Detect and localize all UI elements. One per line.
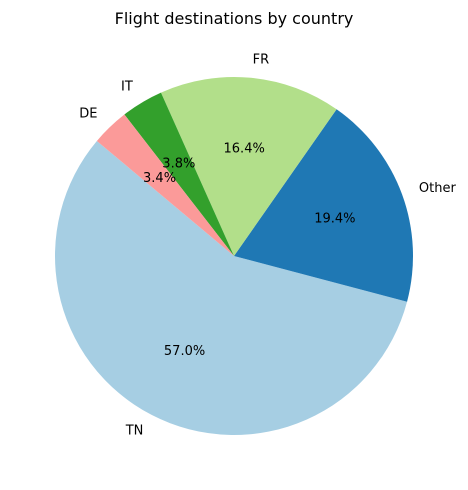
pct-label-it: 3.8% [162,156,195,171]
pie-slices [55,77,413,435]
pct-label-tn: 57.0% [164,344,205,359]
slice-label-other: Other [419,181,457,196]
pct-label-other: 19.4% [314,212,355,227]
slice-label-fr: FR [253,52,270,67]
pie-slice-it [124,92,234,256]
pie-slice-other [234,109,413,302]
pie-slice-fr [160,77,337,257]
pie-labels: TN 57.0% Other 19.4% FR 16.4% IT 3.8% DE 3.4% [79,52,456,438]
slice-label-de: DE [79,107,97,122]
chart-title: Flight destinations by country [115,9,354,28]
pct-label-de: 3.4% [143,171,176,186]
slice-label-it: IT [121,80,133,95]
slice-label-tn: TN [125,423,144,438]
pct-label-fr: 16.4% [224,142,265,157]
pie-slice-tn [55,140,408,435]
pie-slice-de [96,114,234,257]
